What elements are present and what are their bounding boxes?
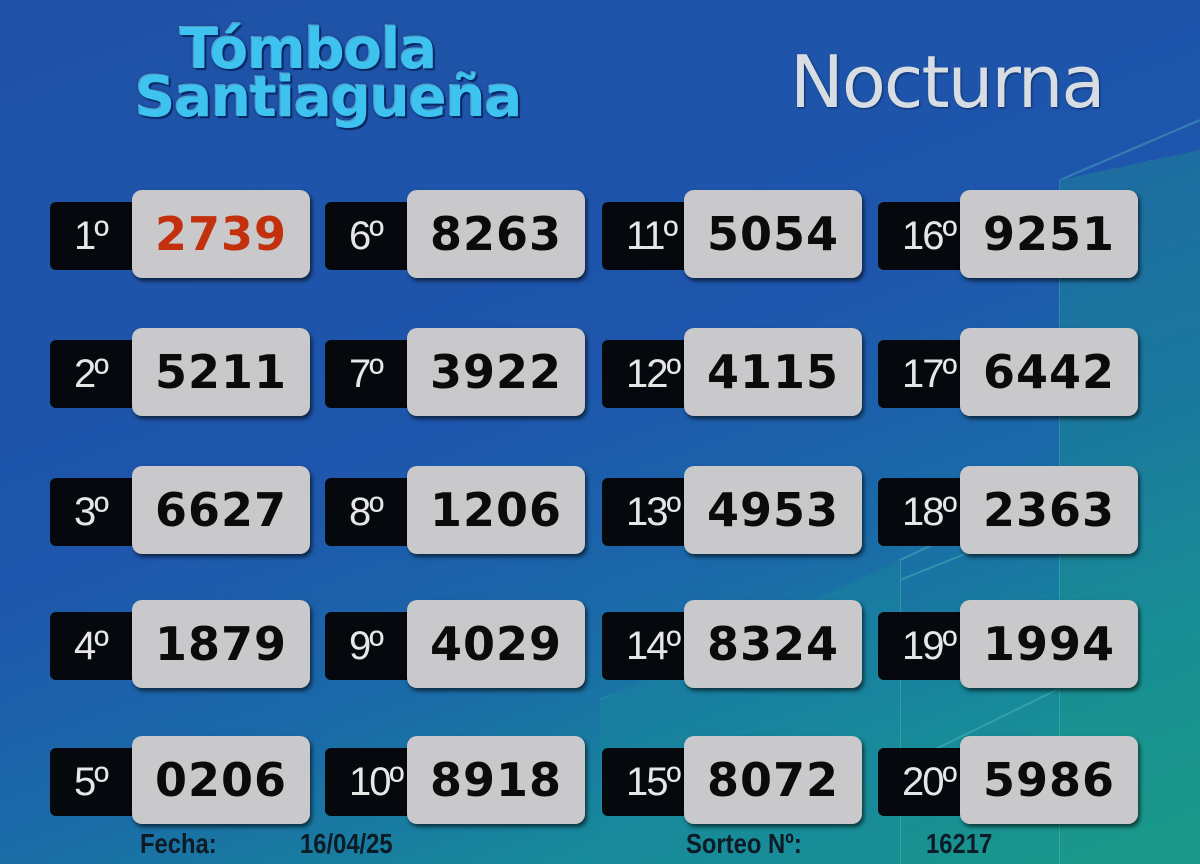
position-label: 1º <box>50 202 140 270</box>
result-item: 3º 6627 <box>50 466 310 558</box>
position-label: 13º <box>602 478 692 546</box>
result-item: 15º 8072 <box>602 736 862 828</box>
result-item: 11º 5054 <box>602 190 862 282</box>
result-item: 9º 4029 <box>325 600 585 692</box>
result-item: 13º 4953 <box>602 466 862 558</box>
position-label: 16º <box>878 202 968 270</box>
result-item: 12º 4115 <box>602 328 862 420</box>
position-label: 20º <box>878 748 968 816</box>
tombola-santiaguena-logo: Tómbola Santiagueña <box>135 22 525 126</box>
position-label: 7º <box>325 340 415 408</box>
winning-number: 4115 <box>684 328 862 416</box>
result-item: 20º 5986 <box>878 736 1138 828</box>
winning-number: 3922 <box>407 328 585 416</box>
result-item: 2º 5211 <box>50 328 310 420</box>
position-label: 10º <box>325 748 415 816</box>
result-item: 6º 8263 <box>325 190 585 282</box>
result-item: 19º 1994 <box>878 600 1138 692</box>
date-value: 16/04/25 <box>300 828 393 859</box>
winning-number: 8072 <box>684 736 862 824</box>
position-label: 5º <box>50 748 140 816</box>
result-item: 1º 2739 <box>50 190 310 282</box>
result-item: 8º 1206 <box>325 466 585 558</box>
winning-number: 8324 <box>684 600 862 688</box>
position-label: 11º <box>602 202 692 270</box>
result-item: 5º 0206 <box>50 736 310 828</box>
winning-number: 5986 <box>960 736 1138 824</box>
winning-number: 4029 <box>407 600 585 688</box>
position-label: 2º <box>50 340 140 408</box>
result-item: 14º 8324 <box>602 600 862 692</box>
winning-number: 1879 <box>132 600 310 688</box>
result-item: 18º 2363 <box>878 466 1138 558</box>
result-item: 10º 8918 <box>325 736 585 828</box>
winning-number: 8918 <box>407 736 585 824</box>
winning-number: 5211 <box>132 328 310 416</box>
position-label: 9º <box>325 612 415 680</box>
winning-number: 2739 <box>132 190 310 278</box>
winning-number: 5054 <box>684 190 862 278</box>
result-item: 16º 9251 <box>878 190 1138 282</box>
position-label: 14º <box>602 612 692 680</box>
draw-number-value: 16217 <box>926 828 993 859</box>
position-label: 12º <box>602 340 692 408</box>
position-label: 3º <box>50 478 140 546</box>
winning-number: 2363 <box>960 466 1138 554</box>
winning-number: 1994 <box>960 600 1138 688</box>
logo-line-2: Santiagueña <box>135 65 522 130</box>
winning-number: 4953 <box>684 466 862 554</box>
result-item: 17º 6442 <box>878 328 1138 420</box>
position-label: 19º <box>878 612 968 680</box>
position-label: 15º <box>602 748 692 816</box>
winning-number: 0206 <box>132 736 310 824</box>
draw-number-label: Sorteo Nº: <box>686 828 802 859</box>
position-label: 17º <box>878 340 968 408</box>
logo-line-1: Tómbola <box>180 17 437 82</box>
date-label: Fecha: <box>140 828 217 859</box>
result-item: 4º 1879 <box>50 600 310 692</box>
winning-number: 6442 <box>960 328 1138 416</box>
position-label: 4º <box>50 612 140 680</box>
position-label: 18º <box>878 478 968 546</box>
draw-title: Nocturna <box>790 40 1105 124</box>
position-label: 8º <box>325 478 415 546</box>
winning-number: 6627 <box>132 466 310 554</box>
winning-number: 8263 <box>407 190 585 278</box>
winning-number: 9251 <box>960 190 1138 278</box>
result-item: 7º 3922 <box>325 328 585 420</box>
winning-number: 1206 <box>407 466 585 554</box>
position-label: 6º <box>325 202 415 270</box>
